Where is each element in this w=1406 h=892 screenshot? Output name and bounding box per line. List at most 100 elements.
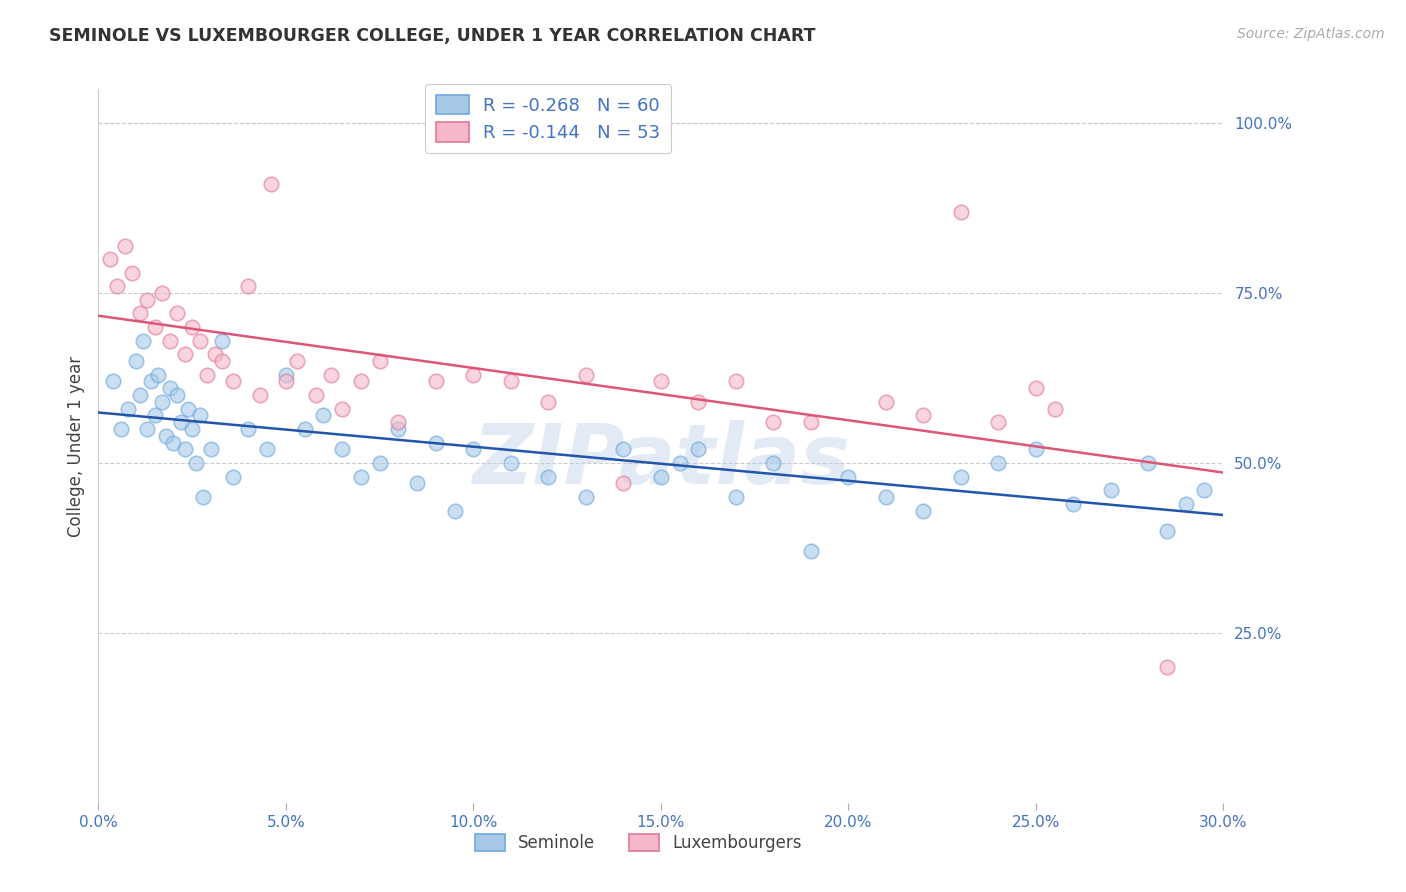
Point (136, 422, 159, 436)
Point (1062, 497, 1084, 511)
Point (274, 375, 297, 389)
Point (350, 469, 373, 483)
Point (173, 442, 195, 457)
Point (222, 375, 245, 389)
Point (195, 368, 218, 382)
Point (193, 490, 215, 504)
Point (166, 306, 188, 320)
Point (1137, 456, 1160, 470)
Y-axis label: College, Under 1 year: College, Under 1 year (66, 355, 84, 537)
Point (875, 490, 897, 504)
Point (110, 422, 132, 436)
Point (159, 334, 181, 348)
Point (912, 409, 935, 423)
Point (238, 422, 260, 436)
Point (387, 422, 409, 436)
Point (949, 204, 972, 219)
Point (188, 334, 211, 348)
Point (406, 476, 429, 491)
Text: ZIPatlas: ZIPatlas (472, 420, 849, 500)
Point (238, 279, 260, 293)
Point (463, 368, 485, 382)
Point (612, 476, 634, 491)
Point (1025, 381, 1047, 395)
Point (170, 415, 193, 429)
Text: Source: ZipAtlas.com: Source: ZipAtlas.com (1237, 27, 1385, 41)
Point (330, 401, 353, 416)
Point (184, 456, 207, 470)
Point (128, 306, 150, 320)
Point (987, 456, 1010, 470)
Point (650, 469, 672, 483)
Point (139, 375, 162, 389)
Point (1156, 524, 1178, 538)
Point (166, 388, 188, 402)
Point (1194, 483, 1216, 498)
Point (150, 394, 173, 409)
Point (143, 320, 166, 334)
Point (1099, 483, 1122, 498)
Point (294, 422, 316, 436)
Point (575, 368, 598, 382)
Point (305, 388, 328, 402)
Point (319, 368, 342, 382)
Point (1156, 660, 1178, 674)
Point (688, 394, 710, 409)
Point (211, 354, 233, 368)
Point (575, 490, 598, 504)
Point (285, 354, 308, 368)
Point (350, 375, 373, 389)
Point (837, 469, 859, 483)
Point (121, 266, 143, 280)
Point (143, 409, 166, 423)
Point (762, 456, 785, 470)
Point (132, 334, 155, 348)
Point (330, 442, 353, 457)
Point (425, 375, 447, 389)
Point (949, 469, 972, 483)
Point (387, 415, 409, 429)
Point (136, 293, 159, 307)
Point (274, 368, 297, 382)
Point (211, 334, 233, 348)
Point (537, 469, 560, 483)
Point (204, 347, 226, 361)
Point (117, 401, 139, 416)
Point (181, 320, 204, 334)
Point (537, 394, 560, 409)
Point (256, 442, 278, 457)
Point (312, 409, 335, 423)
Point (105, 279, 128, 293)
Point (499, 375, 522, 389)
Point (162, 435, 184, 450)
Point (724, 490, 747, 504)
Point (98, 252, 121, 266)
Point (249, 388, 271, 402)
Point (181, 422, 204, 436)
Point (260, 178, 283, 192)
Point (128, 388, 150, 402)
Point (800, 415, 823, 429)
Point (173, 347, 195, 361)
Point (800, 544, 823, 558)
Point (987, 415, 1010, 429)
Point (188, 409, 211, 423)
Point (650, 375, 672, 389)
Point (1174, 497, 1197, 511)
Point (668, 456, 690, 470)
Point (103, 375, 125, 389)
Point (177, 401, 200, 416)
Point (724, 375, 747, 389)
Point (1043, 401, 1066, 416)
Point (612, 442, 634, 457)
Point (368, 354, 391, 368)
Legend: Seminole, Luxembourgers: Seminole, Luxembourgers (468, 827, 808, 859)
Point (443, 503, 465, 517)
Point (688, 442, 710, 457)
Point (159, 381, 181, 395)
Point (368, 456, 391, 470)
Point (912, 503, 935, 517)
Text: SEMINOLE VS LUXEMBOURGER COLLEGE, UNDER 1 YEAR CORRELATION CHART: SEMINOLE VS LUXEMBOURGER COLLEGE, UNDER … (49, 27, 815, 45)
Point (155, 429, 177, 443)
Point (150, 286, 173, 301)
